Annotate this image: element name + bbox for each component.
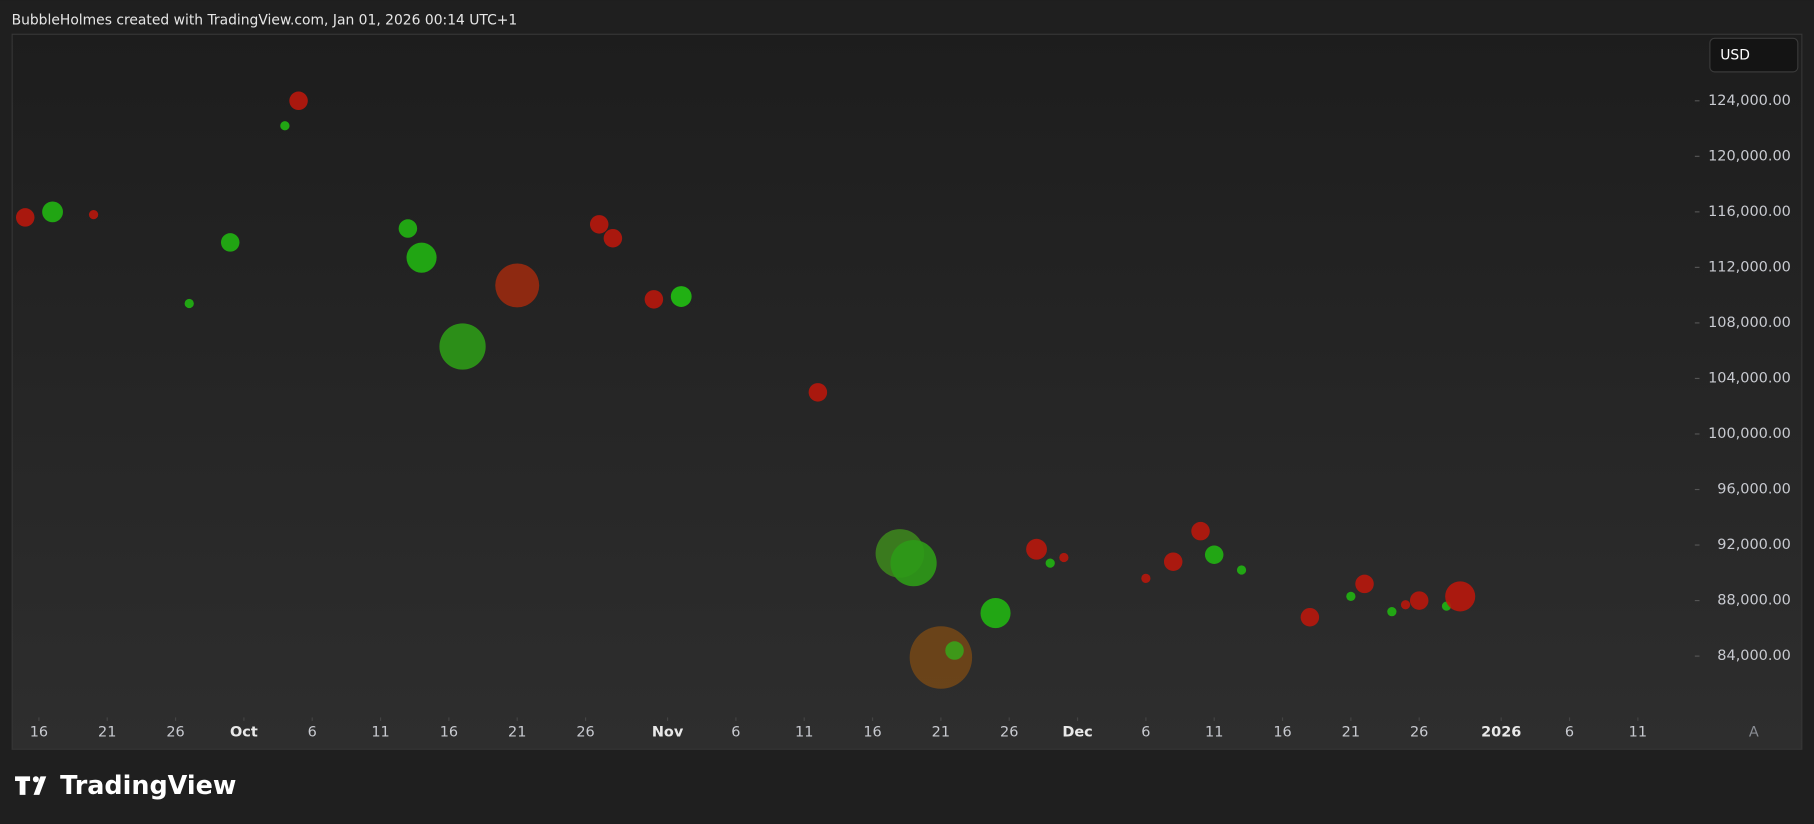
x-tick-label: 6 — [1141, 724, 1150, 740]
bubble — [1236, 565, 1247, 575]
bubble — [980, 598, 1011, 629]
bubble — [398, 219, 418, 238]
y-tick-label: 96,000.00 — [1717, 482, 1791, 498]
x-tick-label: Nov — [652, 724, 684, 740]
bubble — [909, 626, 973, 689]
bubble — [495, 263, 540, 308]
bubble — [644, 290, 664, 309]
y-tick-label: 92,000.00 — [1717, 537, 1791, 553]
x-tick-label: 26 — [166, 724, 184, 740]
bubble — [1026, 538, 1047, 560]
y-tick-label: 124,000.00 — [1708, 93, 1791, 109]
bubble — [1346, 591, 1356, 602]
y-tick-label: 108,000.00 — [1708, 315, 1791, 331]
bubble — [15, 208, 35, 227]
y-tick-label: 88,000.00 — [1717, 593, 1791, 609]
x-tick-label: Oct — [230, 724, 258, 740]
x-tick-label: 21 — [932, 724, 950, 740]
x-tick-label: 16 — [440, 724, 458, 740]
bubble — [289, 91, 308, 111]
x-tick-label: 21 — [508, 724, 526, 740]
x-tick-label: 16 — [863, 724, 881, 740]
y-tick-label: 120,000.00 — [1708, 148, 1791, 164]
x-tick-label: 16 — [1273, 724, 1291, 740]
x-tick-label: 21 — [98, 724, 116, 740]
bubble — [1355, 574, 1374, 594]
bubble — [1445, 581, 1476, 612]
bubble — [280, 121, 290, 131]
bubble — [1204, 545, 1224, 565]
bubble — [589, 215, 609, 234]
x-tick-label: Dec — [1062, 724, 1092, 740]
bubble — [1141, 573, 1151, 583]
y-tick-label: 112,000.00 — [1708, 259, 1791, 275]
bubble — [1045, 558, 1055, 568]
x-tick-label: 11 — [795, 724, 813, 740]
x-tick-label: 2026 — [1481, 724, 1521, 740]
header-text: BubbleHolmes created with TradingView.co… — [12, 12, 518, 28]
bubble — [603, 228, 623, 248]
x-tick-label: 6 — [308, 724, 317, 740]
bubble — [1191, 521, 1210, 541]
plot-area: 84,000.00 88,000.00 92,000.00 96,000.00 100,… — [15, 91, 1791, 740]
bubble — [945, 641, 964, 660]
bubble — [1059, 552, 1069, 563]
y-tick-label: 104,000.00 — [1708, 370, 1791, 386]
logo-mark — [15, 776, 31, 795]
brand-logo — [15, 776, 47, 795]
x-tick-label: 11 — [371, 724, 389, 740]
bubble — [670, 286, 692, 307]
bubble — [1400, 600, 1411, 610]
x-tick-label: 26 — [1410, 724, 1428, 740]
auto-scale-button[interactable]: A — [1749, 724, 1759, 740]
bubble — [890, 539, 937, 587]
bubble — [1163, 552, 1183, 571]
x-tick-label: 16 — [30, 724, 48, 740]
y-tick-label: 100,000.00 — [1708, 426, 1791, 442]
x-tick-label: 6 — [731, 724, 740, 740]
bubble — [1387, 607, 1397, 617]
bubble — [42, 201, 63, 223]
bubble — [808, 383, 828, 402]
bubble — [1409, 591, 1429, 610]
currency-label[interactable]: USD — [1720, 48, 1750, 64]
bubble — [406, 242, 437, 273]
bubble — [184, 298, 194, 309]
chart-panel — [11, 33, 1803, 750]
x-tick-label: 26 — [1000, 724, 1018, 740]
logo-dot — [32, 776, 39, 783]
bubble — [88, 210, 99, 220]
bubble — [220, 233, 240, 252]
brand-name: TradingView — [60, 771, 236, 801]
x-tick-label: 11 — [1205, 724, 1223, 740]
x-tick-label: 6 — [1565, 724, 1574, 740]
x-tick-label: 21 — [1342, 724, 1360, 740]
bubble — [439, 323, 486, 370]
y-tick-label: 84,000.00 — [1717, 648, 1791, 664]
bubble — [1300, 607, 1320, 627]
x-tick-label: 11 — [1629, 724, 1647, 740]
y-tick-label: 116,000.00 — [1708, 204, 1791, 220]
x-tick-label: 26 — [576, 724, 594, 740]
currency-button[interactable] — [1709, 37, 1799, 73]
logo-slash — [33, 776, 47, 795]
